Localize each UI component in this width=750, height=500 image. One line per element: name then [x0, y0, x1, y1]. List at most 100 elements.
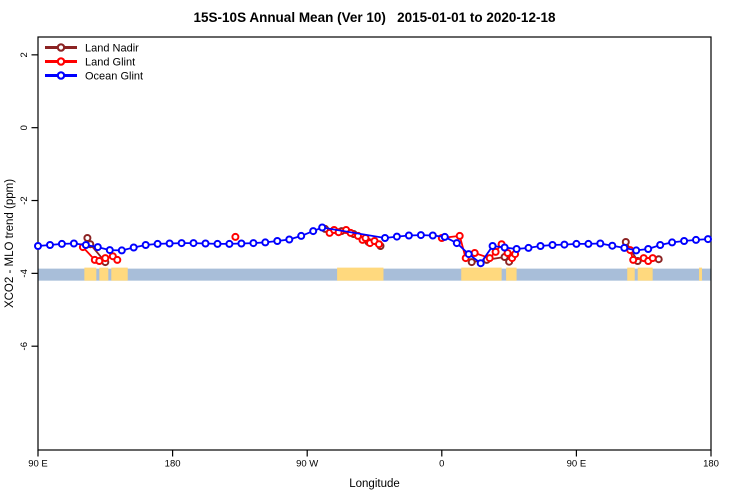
ocean-glint-point — [644, 245, 653, 253]
ocean-glint-point — [165, 239, 174, 248]
ocean-glint-point — [225, 239, 234, 248]
legend-marker-land-nadir — [56, 43, 66, 52]
land-glint-point — [470, 249, 479, 257]
y-axis-title: XCO2 - MLO trend (ppm) — [4, 179, 16, 308]
ocean-glint-point — [249, 239, 258, 248]
ocean-glint-point — [452, 239, 461, 248]
ocean-glint-point — [177, 239, 186, 248]
x-axis-title: Longitude — [349, 478, 400, 490]
y-tick-label: -6 — [19, 342, 30, 350]
land-strip-segment — [506, 267, 517, 281]
y-tick-label: -2 — [19, 196, 30, 204]
ocean-glint-point — [704, 235, 712, 244]
ocean-glint-point — [261, 238, 270, 247]
x-tick-label: 180 — [165, 459, 181, 470]
ocean-glint-point — [620, 243, 629, 252]
ocean-glint-point — [46, 241, 54, 249]
ocean-glint-point — [273, 237, 282, 245]
ocean-glint-point — [584, 239, 593, 248]
ocean-glint-point — [34, 242, 42, 250]
ocean-glint-point — [117, 246, 126, 255]
ocean-glint-point — [668, 238, 677, 247]
ocean-glint-point — [572, 239, 581, 248]
land-glint-point — [375, 240, 383, 249]
x-tick-label: 90 E — [567, 459, 587, 470]
land-strip-segment — [637, 267, 653, 281]
axis-layer: 90 E 180 90 W 0 90 E 180 2 0 -2 -4 -6 — [19, 52, 719, 469]
ocean-glint-point — [213, 239, 222, 248]
ocean-glint-point — [596, 239, 605, 248]
land-strip-segment — [627, 267, 635, 281]
ocean-glint-point — [680, 237, 689, 245]
ocean-glint-point — [297, 231, 306, 240]
ocean-glint-point — [237, 239, 246, 248]
ocean-glint-point — [536, 242, 545, 250]
ocean-glint-point — [560, 240, 569, 249]
land-nadir-point — [654, 255, 663, 264]
ocean-glint-point — [656, 241, 665, 249]
legend-label-land-glint: Land Glint — [85, 57, 135, 69]
y-tick-label: -4 — [19, 269, 30, 277]
legend: Land Nadir Land Glint Ocean Glint — [45, 43, 143, 83]
legend-label-land-nadir: Land Nadir — [85, 43, 139, 55]
ocean-glint-point — [381, 234, 389, 242]
legend-marker-ocean-glint — [56, 71, 66, 80]
ocean-glint-point — [548, 241, 557, 249]
ocean-glint-point — [141, 241, 150, 249]
ocean-glint-point — [464, 250, 473, 259]
ocean-glint-point — [69, 239, 78, 248]
y-tick-label: 0 — [19, 125, 30, 130]
land-glint-point — [648, 254, 657, 263]
x-tick-label: 180 — [703, 459, 719, 470]
ocean-glint-point — [105, 246, 114, 255]
ocean-glint-point — [392, 232, 401, 241]
legend-label-ocean-glint: Ocean Glint — [85, 71, 143, 83]
ocean-glint-point — [57, 239, 66, 248]
land-glint-point — [491, 247, 500, 256]
land-nadir-point — [83, 234, 92, 242]
ocean-glint-point — [81, 241, 90, 249]
ocean-glint-point — [692, 235, 700, 244]
ocean-glint-point — [416, 231, 425, 240]
ocean-glint-point — [129, 243, 138, 252]
land-glint-point — [95, 257, 104, 265]
ocean-glint-point — [93, 243, 102, 252]
ocean-glint-point — [318, 223, 327, 232]
land-glint-point — [629, 255, 638, 264]
ocean-glint-point — [608, 241, 617, 250]
ocean-glint-point — [632, 246, 641, 255]
land-glint-point — [455, 231, 464, 240]
land-ocean-strip — [38, 267, 711, 281]
ocean-glint-point — [488, 242, 497, 250]
ocean-glint-point — [476, 259, 485, 268]
land-strip-segment — [337, 267, 384, 281]
land-strip-segment — [99, 267, 109, 281]
ocean-glint-point — [201, 239, 210, 248]
x-tick-label: 90 W — [296, 459, 318, 470]
chart-title: 15S-10S Annual Mean (Ver 10) 2015-01-01 … — [193, 10, 556, 25]
land-strip-segment — [461, 267, 502, 281]
ocean-glint-point — [153, 239, 162, 248]
ocean-glint-point — [309, 227, 318, 236]
land-strip-segment — [699, 267, 703, 281]
land-glint-point — [231, 232, 240, 241]
land-glint-point — [101, 254, 110, 263]
ocean-glint-point — [404, 231, 413, 240]
land-glint-point — [485, 254, 494, 263]
land-strip-segment — [84, 267, 97, 281]
ocean-glint-point — [440, 232, 449, 241]
legend-marker-land-glint — [56, 57, 66, 66]
ocean-glint-point — [500, 243, 509, 252]
x-tick-label: 90 E — [28, 459, 48, 470]
ocean-glint-point — [428, 231, 437, 240]
ocean-glint-point — [524, 243, 533, 252]
ocean-glint-point — [285, 235, 294, 244]
land-strip-segment — [111, 267, 128, 281]
series-layer — [34, 223, 712, 268]
ocean-glint-point — [512, 245, 521, 253]
x-tick-label: 0 — [439, 459, 444, 470]
y-tick-label: 2 — [19, 52, 30, 57]
land-glint-point — [113, 255, 122, 264]
